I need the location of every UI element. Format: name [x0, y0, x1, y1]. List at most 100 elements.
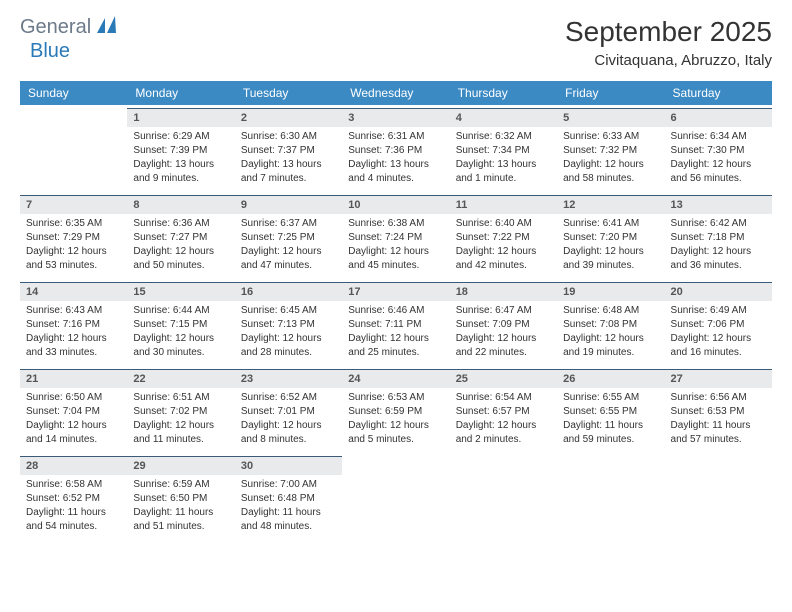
daylight-text: Daylight: 13 hours and 7 minutes.: [241, 158, 336, 186]
day-number: 5: [557, 108, 664, 127]
calendar-cell: [342, 453, 449, 540]
day-cell: 23Sunrise: 6:52 AMSunset: 7:01 PMDayligh…: [235, 366, 342, 453]
day-number: 26: [557, 369, 664, 388]
sunset-text: Sunset: 6:50 PM: [133, 492, 228, 506]
day-number: 10: [342, 195, 449, 214]
day-info: Sunrise: 6:36 AMSunset: 7:27 PMDaylight:…: [133, 217, 228, 273]
empty-cell: [20, 105, 127, 185]
sail-icon: [97, 16, 119, 39]
weekday-header: Friday: [557, 81, 664, 105]
day-info: Sunrise: 6:32 AMSunset: 7:34 PMDaylight:…: [456, 130, 551, 186]
daylight-text: Daylight: 12 hours and 25 minutes.: [348, 332, 443, 360]
daylight-text: Daylight: 13 hours and 4 minutes.: [348, 158, 443, 186]
day-info: Sunrise: 7:00 AMSunset: 6:48 PMDaylight:…: [241, 478, 336, 534]
calendar-cell: 18 Sunrise: 6:47 AMSunset: 7:09 PMDayligh…: [450, 279, 557, 366]
day-number: 1: [127, 108, 234, 127]
day-info: Sunrise: 6:50 AMSunset: 7:04 PMDaylight:…: [26, 391, 121, 447]
logo: General: [20, 16, 123, 39]
calendar-cell: 11Sunrise: 6:40 AMSunset: 7:22 PMDayligh…: [450, 192, 557, 279]
calendar-cell: 8Sunrise: 6:36 AMSunset: 7:27 PMDaylight…: [127, 192, 234, 279]
sunrise-text: Sunrise: 6:55 AM: [563, 391, 658, 405]
sunset-text: Sunset: 7:13 PM: [241, 318, 336, 332]
location: Civitaquana, Abruzzo, Italy: [565, 52, 772, 69]
day-info: Sunrise: 6:33 AMSunset: 7:32 PMDaylight:…: [563, 130, 658, 186]
day-number: 23: [235, 369, 342, 388]
daylight-text: Daylight: 12 hours and 5 minutes.: [348, 419, 443, 447]
sunrise-text: Sunrise: 6:37 AM: [241, 217, 336, 231]
day-cell: 4 Sunrise: 6:32 AMSunset: 7:34 PMDaylight…: [450, 105, 557, 192]
day-info: Sunrise: 6:29 AMSunset: 7:39 PMDaylight:…: [133, 130, 228, 186]
sunrise-text: Sunrise: 6:30 AM: [241, 130, 336, 144]
sunset-text: Sunset: 7:11 PM: [348, 318, 443, 332]
sunset-text: Sunset: 7:16 PM: [26, 318, 121, 332]
sunset-text: Sunset: 6:52 PM: [26, 492, 121, 506]
calendar-cell: 4 Sunrise: 6:32 AMSunset: 7:34 PMDaylight…: [450, 105, 557, 192]
day-cell: 20Sunrise: 6:49 AMSunset: 7:06 PMDayligh…: [665, 279, 772, 366]
sunrise-text: Sunrise: 6:29 AM: [133, 130, 228, 144]
day-number: 30: [235, 456, 342, 475]
calendar-cell: 2Sunrise: 6:30 AMSunset: 7:37 PMDaylight…: [235, 105, 342, 192]
sunset-text: Sunset: 7:06 PM: [671, 318, 766, 332]
calendar-week-row: 14Sunrise: 6:43 AMSunset: 7:16 PMDayligh…: [20, 279, 772, 366]
daylight-text: Daylight: 12 hours and 11 minutes.: [133, 419, 228, 447]
calendar-cell: 28Sunrise: 6:58 AMSunset: 6:52 PMDayligh…: [20, 453, 127, 540]
calendar-body: 1 Sunrise: 6:29 AMSunset: 7:39 PMDaylight…: [20, 105, 772, 540]
sunset-text: Sunset: 7:20 PM: [563, 231, 658, 245]
day-cell: 26Sunrise: 6:55 AMSunset: 6:55 PMDayligh…: [557, 366, 664, 453]
sunrise-text: Sunrise: 6:38 AM: [348, 217, 443, 231]
day-cell: 11Sunrise: 6:40 AMSunset: 7:22 PMDayligh…: [450, 192, 557, 279]
day-info: Sunrise: 6:58 AMSunset: 6:52 PMDaylight:…: [26, 478, 121, 534]
calendar-cell: 13Sunrise: 6:42 AMSunset: 7:18 PMDayligh…: [665, 192, 772, 279]
sunset-text: Sunset: 7:25 PM: [241, 231, 336, 245]
day-info: Sunrise: 6:48 AMSunset: 7:08 PMDaylight:…: [563, 304, 658, 360]
day-info: Sunrise: 6:47 AMSunset: 7:09 PMDaylight:…: [456, 304, 551, 360]
day-info: Sunrise: 6:46 AMSunset: 7:11 PMDaylight:…: [348, 304, 443, 360]
calendar-cell: 6Sunrise: 6:34 AMSunset: 7:30 PMDaylight…: [665, 105, 772, 192]
daylight-text: Daylight: 12 hours and 47 minutes.: [241, 245, 336, 273]
sunrise-text: Sunrise: 6:40 AM: [456, 217, 551, 231]
day-info: Sunrise: 6:49 AMSunset: 7:06 PMDaylight:…: [671, 304, 766, 360]
sunrise-text: Sunrise: 6:50 AM: [26, 391, 121, 405]
day-number: 18: [450, 282, 557, 301]
weekday-header: Saturday: [665, 81, 772, 105]
sunset-text: Sunset: 6:53 PM: [671, 405, 766, 419]
calendar-week-row: 28Sunrise: 6:58 AMSunset: 6:52 PMDayligh…: [20, 453, 772, 540]
daylight-text: Daylight: 12 hours and 19 minutes.: [563, 332, 658, 360]
day-info: Sunrise: 6:42 AMSunset: 7:18 PMDaylight:…: [671, 217, 766, 273]
weekday-header: Thursday: [450, 81, 557, 105]
calendar-cell: 7Sunrise: 6:35 AMSunset: 7:29 PMDaylight…: [20, 192, 127, 279]
weekday-header-row: SundayMondayTuesdayWednesdayThursdayFrid…: [20, 81, 772, 105]
day-cell: 1 Sunrise: 6:29 AMSunset: 7:39 PMDaylight…: [127, 105, 234, 192]
day-cell: 16Sunrise: 6:45 AMSunset: 7:13 PMDayligh…: [235, 279, 342, 366]
day-cell: 28Sunrise: 6:58 AMSunset: 6:52 PMDayligh…: [20, 453, 127, 540]
day-number: 4: [450, 108, 557, 127]
day-info: Sunrise: 6:44 AMSunset: 7:15 PMDaylight:…: [133, 304, 228, 360]
calendar-cell: 21Sunrise: 6:50 AMSunset: 7:04 PMDayligh…: [20, 366, 127, 453]
sunrise-text: Sunrise: 6:49 AM: [671, 304, 766, 318]
sunrise-text: Sunrise: 6:58 AM: [26, 478, 121, 492]
calendar-cell: 3Sunrise: 6:31 AMSunset: 7:36 PMDaylight…: [342, 105, 449, 192]
calendar-cell: 5 Sunrise: 6:33 AMSunset: 7:32 PMDaylight…: [557, 105, 664, 192]
sunset-text: Sunset: 6:59 PM: [348, 405, 443, 419]
calendar-cell: 30 Sunrise: 7:00 AMSunset: 6:48 PMDayligh…: [235, 453, 342, 540]
day-cell: 18 Sunrise: 6:47 AMSunset: 7:09 PMDayligh…: [450, 279, 557, 366]
title-block: September 2025 Civitaquana, Abruzzo, Ita…: [565, 16, 772, 69]
day-cell: 27Sunrise: 6:56 AMSunset: 6:53 PMDayligh…: [665, 366, 772, 453]
sunrise-text: Sunrise: 6:33 AM: [563, 130, 658, 144]
calendar-cell: 1 Sunrise: 6:29 AMSunset: 7:39 PMDaylight…: [127, 105, 234, 192]
sunset-text: Sunset: 7:22 PM: [456, 231, 551, 245]
sunset-text: Sunset: 7:32 PM: [563, 144, 658, 158]
sunset-text: Sunset: 7:27 PM: [133, 231, 228, 245]
day-cell: 2Sunrise: 6:30 AMSunset: 7:37 PMDaylight…: [235, 105, 342, 192]
sunset-text: Sunset: 7:18 PM: [671, 231, 766, 245]
empty-cell: [665, 453, 772, 533]
sunset-text: Sunset: 7:30 PM: [671, 144, 766, 158]
day-cell: 6Sunrise: 6:34 AMSunset: 7:30 PMDaylight…: [665, 105, 772, 192]
calendar-cell: 10Sunrise: 6:38 AMSunset: 7:24 PMDayligh…: [342, 192, 449, 279]
day-number: 16: [235, 282, 342, 301]
day-number: 3: [342, 108, 449, 127]
calendar-week-row: 21Sunrise: 6:50 AMSunset: 7:04 PMDayligh…: [20, 366, 772, 453]
daylight-text: Daylight: 12 hours and 58 minutes.: [563, 158, 658, 186]
day-number: 7: [20, 195, 127, 214]
calendar-table: SundayMondayTuesdayWednesdayThursdayFrid…: [20, 81, 772, 540]
